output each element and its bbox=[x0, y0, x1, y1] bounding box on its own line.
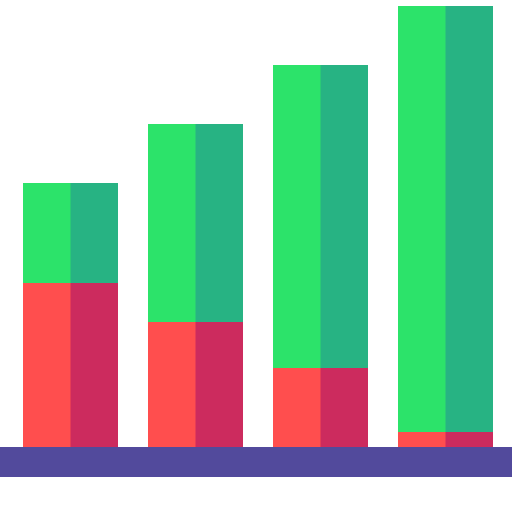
bar-4-top-right bbox=[445, 6, 493, 432]
bar-4-bottom-left bbox=[398, 432, 446, 447]
bar-2-top-right bbox=[195, 124, 243, 322]
bar-3-bottom-left bbox=[273, 368, 321, 447]
bar-2-bottom-left bbox=[148, 322, 196, 447]
bar-3-top-right bbox=[320, 65, 368, 368]
bar-4-top-left bbox=[398, 6, 446, 432]
bar-3-bottom-right bbox=[320, 368, 368, 447]
baseline-bar bbox=[0, 447, 512, 477]
bar-1-top-left bbox=[23, 183, 71, 283]
bar-1-bottom-left bbox=[23, 283, 71, 447]
bar-2-top-left bbox=[148, 124, 196, 322]
bar-4-bottom-right bbox=[445, 432, 493, 447]
bar-3-top-left bbox=[273, 65, 321, 368]
bar-1-bottom-right bbox=[70, 283, 118, 447]
bar-1-top-right bbox=[70, 183, 118, 283]
bars-group bbox=[23, 6, 493, 447]
bar-2-bottom-right bbox=[195, 322, 243, 447]
